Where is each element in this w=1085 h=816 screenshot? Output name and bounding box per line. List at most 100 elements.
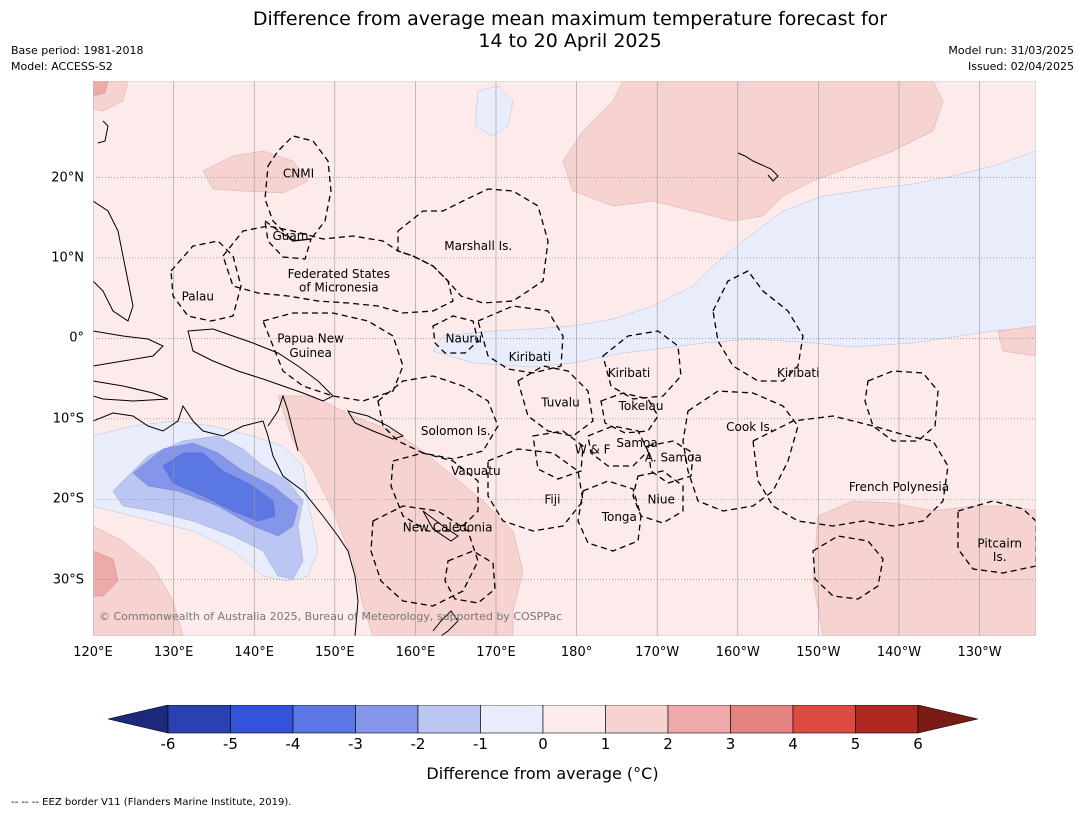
eez-french-polynesia	[752, 415, 949, 527]
region-label: Kiribati	[608, 366, 650, 380]
colorbar-segment	[542, 705, 606, 734]
region-label: A. Samoa	[645, 450, 702, 464]
coast-indonesia	[93, 330, 164, 367]
region-label: CNMI	[283, 167, 314, 181]
base-period: Base period: 1981-2018	[11, 44, 144, 57]
eez-nauru	[432, 315, 479, 354]
region-label: Cook Is.	[726, 420, 773, 434]
region-label: W & F	[575, 442, 611, 456]
eez-asamoa	[647, 440, 694, 484]
graticule	[93, 81, 1036, 636]
region-label: French Polynesia	[849, 480, 949, 494]
coast-new-zealand	[432, 610, 459, 636]
region-label: Solomon Is.	[421, 424, 491, 438]
region-label: Marshall Is.	[444, 239, 512, 253]
colorbar	[108, 705, 978, 734]
eez-cook	[682, 390, 799, 512]
eez-borders	[170, 135, 1036, 607]
longitude-tick-label: 130°W	[957, 645, 1002, 660]
longitude-tick-label: 170°W	[635, 645, 680, 660]
map-title: Difference from average mean maximum tem…	[0, 8, 1085, 52]
anomaly-1-to-2-central	[997, 325, 1036, 357]
title-line-1: Difference from average mean maximum tem…	[252, 8, 888, 30]
colorbar-segment	[230, 705, 294, 734]
anomaly-neg4-to-neg3	[162, 452, 276, 522]
colorbar-tick-label: 6	[913, 735, 923, 753]
latitude-tick-label: 10°S	[52, 411, 84, 427]
eez-fiji	[487, 448, 584, 532]
colorbar-segment	[480, 705, 544, 734]
colorbar-segment	[792, 705, 856, 734]
longitude-tick-label: 160°W	[715, 645, 760, 660]
region-label: Federated States	[288, 267, 390, 281]
region-label: Guam	[272, 229, 308, 243]
anomaly-1-to-2-philippine-sea	[202, 150, 309, 194]
latitude-tick-label: 30°S	[52, 572, 84, 588]
latitude-tick-label: 20°N	[51, 170, 84, 186]
eez-footnote: -- -- -- EEZ border V11 (Flanders Marine…	[11, 797, 292, 808]
longitude-tick-label: 120°E	[73, 645, 113, 660]
colorbar-segment	[605, 705, 669, 734]
coast-new-guinea	[187, 328, 334, 402]
region-label: Kiribati	[777, 366, 819, 380]
latitude-tick-label: 0°	[69, 330, 84, 346]
anomaly-2-to-3-west	[93, 550, 119, 597]
colorbar-segment	[730, 705, 794, 734]
eez-norfolk	[444, 550, 496, 604]
colorbar-tick-label: -2	[410, 735, 426, 753]
region-label: Is.	[993, 550, 1007, 564]
title-line-2: 14 to 20 April 2025	[478, 30, 662, 52]
eez-palau	[170, 240, 242, 322]
colorbar-tick-label: 5	[850, 735, 861, 753]
coast-philippines	[93, 200, 134, 322]
region-label: Vanuatu	[451, 464, 501, 478]
eez-pitcairn	[957, 500, 1036, 574]
eez-new-caledonia	[370, 505, 479, 607]
eez-wf	[532, 430, 584, 480]
colorbar-label: Difference from average (°C)	[426, 764, 659, 783]
colorbar-segment	[417, 705, 481, 734]
colorbar-segment	[667, 705, 731, 734]
coast-australia	[93, 404, 359, 636]
colorbar-segment	[292, 705, 356, 734]
colorbar-high-extend	[917, 705, 978, 734]
meta-left: Base period: 1981-2018 Model: ACCESS-S2	[11, 43, 143, 75]
eez-samoa	[587, 425, 649, 467]
longitude-tick-label: 150°W	[796, 645, 841, 660]
colorbar-segment	[855, 705, 919, 734]
region-label: Tokelau	[618, 399, 664, 413]
colorbar-low-extend	[108, 705, 169, 734]
meta-right: Model run: 31/03/2025 Issued: 02/04/2025	[948, 43, 1074, 75]
model-name: Model: ACCESS-S2	[11, 60, 113, 73]
eez-kiribati-central	[602, 330, 682, 400]
eez-kiribati-east	[712, 270, 804, 382]
longitude-tick-label: 180°	[560, 645, 593, 660]
colorbar-tick-label: 0	[538, 735, 548, 753]
region-label: Fiji	[544, 492, 560, 506]
coast-japan	[97, 120, 109, 144]
region-label: Tonga	[601, 510, 637, 524]
eez-guam	[264, 219, 312, 260]
latitude-tick-label: 20°S	[52, 491, 84, 507]
colorbar-tick-label: -1	[473, 735, 488, 753]
longitude-tick-label: 160°E	[395, 645, 436, 660]
anomaly-1-to-2-se-pacific	[812, 500, 1036, 636]
eez-solomon	[377, 375, 499, 460]
anomaly-1-to-2-north-pacific	[562, 81, 944, 222]
eez-fsm	[222, 225, 454, 314]
anomaly-1-to-2-west	[93, 525, 184, 636]
coast-timor	[93, 380, 169, 402]
copyright-notice: © Commonwealth of Australia 2025, Bureau…	[99, 610, 562, 623]
longitude-tick-label: 170°E	[476, 645, 516, 660]
colorbar-tick-label: 1	[600, 735, 611, 753]
region-label: Palau	[182, 290, 214, 304]
model-run: Model run: 31/03/2025	[948, 44, 1074, 57]
region-label: Samoa	[616, 436, 657, 450]
eez-cnmi	[264, 135, 332, 242]
longitude-tick-label: 130°E	[153, 645, 194, 660]
colorbar-segment	[355, 705, 419, 734]
region-label: of Micronesia	[299, 281, 379, 295]
coastlines	[93, 120, 779, 636]
